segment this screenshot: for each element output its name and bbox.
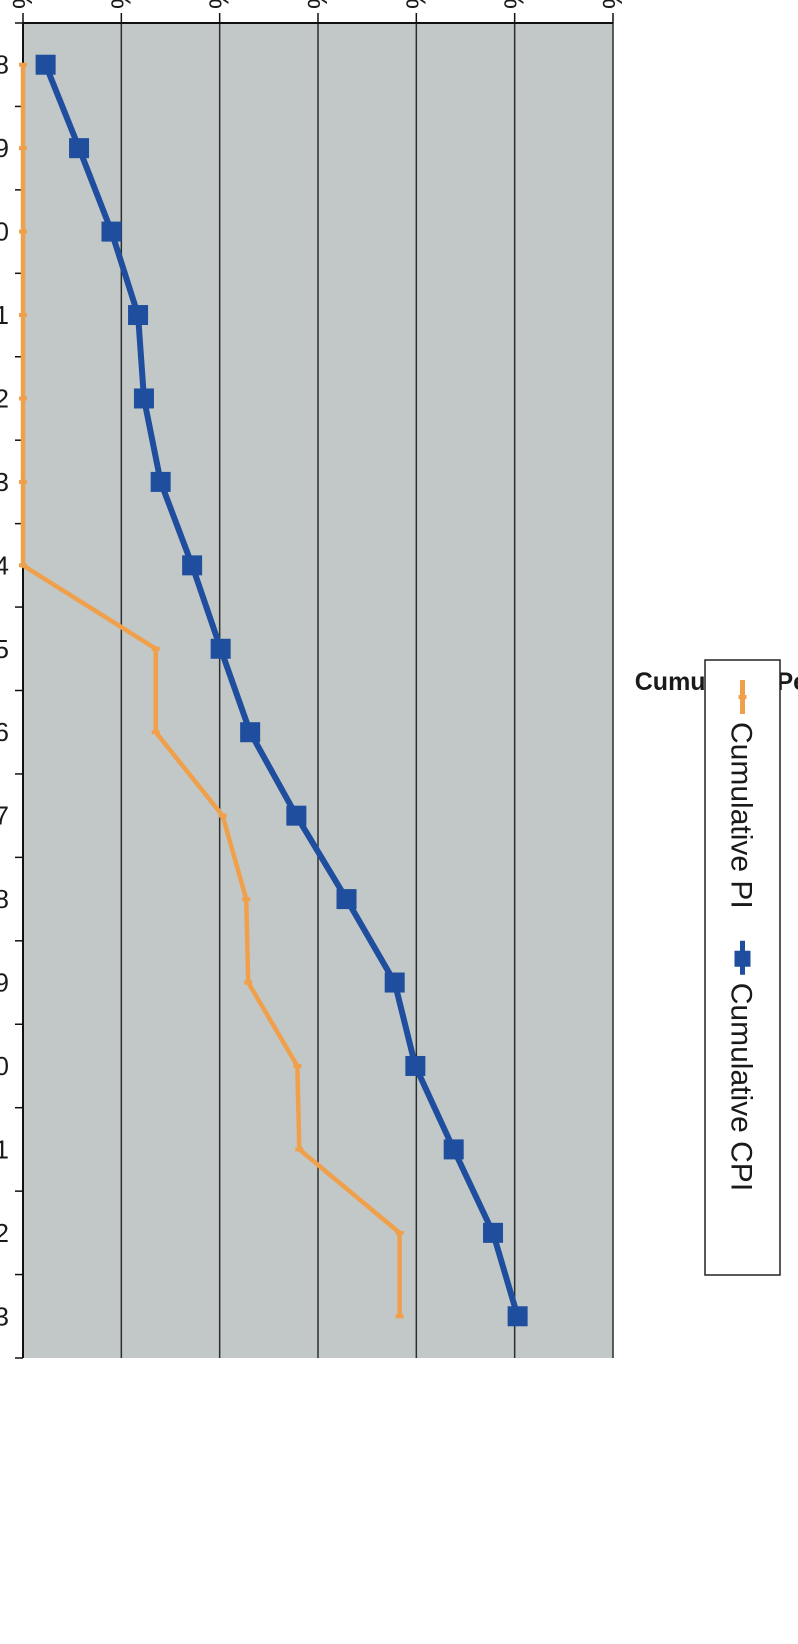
data-point	[443, 1139, 464, 1160]
x-tick-label: 2005	[0, 634, 9, 664]
series-0	[19, 62, 404, 1319]
x-tick-label: 1999	[0, 133, 9, 163]
data-point	[182, 555, 203, 576]
x-tick-label: 2010	[0, 1051, 9, 1081]
y-tick-label: 10.00%	[105, 0, 136, 9]
y-tick-label: 60.00%	[597, 0, 628, 9]
x-tick-labels: 1998 1999 2000 2001 2002 2003 2004 2005 2006 2007…	[0, 50, 9, 1332]
data-point	[286, 805, 307, 826]
data-point	[150, 471, 171, 492]
data-point	[128, 305, 149, 326]
y-tick-label: 40.00%	[400, 0, 431, 9]
x-tick-label: 2009	[0, 968, 9, 998]
series-line	[42, 63, 521, 1318]
series-line	[20, 64, 402, 1317]
data-point	[210, 638, 231, 659]
y-tick-label: 20.00%	[204, 0, 235, 9]
y-tick-labels: 0.00% 10.00% 20.00% 30.00% 40.00% 50.00% 60.00…	[7, 0, 628, 9]
data-point	[405, 1055, 426, 1076]
legend: Cumulative PI Cumulative CPI	[704, 659, 781, 1276]
x-tick-label: 2012	[0, 1218, 9, 1248]
series-1	[35, 54, 528, 1327]
data-point	[384, 972, 405, 993]
x-tick-label: 2004	[0, 550, 9, 580]
data-point	[35, 54, 56, 75]
x-tick-label: 2008	[0, 884, 9, 914]
legend-label: Cumulative PI	[725, 722, 758, 909]
data-point	[69, 138, 90, 159]
data-point	[507, 1306, 528, 1327]
legend-item: Cumulative PI	[725, 680, 758, 909]
x-tick-label: 2007	[0, 801, 9, 831]
data-point	[101, 221, 122, 242]
series	[19, 54, 528, 1327]
legend-swatch-marker	[734, 950, 751, 967]
legend-item: Cumulative CPI	[725, 940, 758, 1191]
x-tick-label: 2002	[0, 383, 9, 413]
y-tick-label: 0.00%	[7, 0, 38, 9]
data-point	[240, 722, 261, 743]
data-point	[336, 889, 357, 910]
data-point	[483, 1222, 504, 1243]
y-tick-label: 50.00%	[499, 0, 530, 9]
x-tick-label: 2013	[0, 1301, 9, 1331]
legend-label: Cumulative CPI	[725, 983, 758, 1191]
x-tick-label: 2001	[0, 300, 9, 330]
x-tick-label: 2011	[0, 1134, 9, 1164]
x-tick-label: 2003	[0, 467, 9, 497]
x-tick-label: 2000	[0, 217, 9, 247]
data-point	[133, 388, 154, 409]
x-tick-label: 2006	[0, 717, 9, 747]
x-tick-label: 1998	[0, 50, 9, 80]
y-tick-label: 30.00%	[302, 0, 333, 9]
